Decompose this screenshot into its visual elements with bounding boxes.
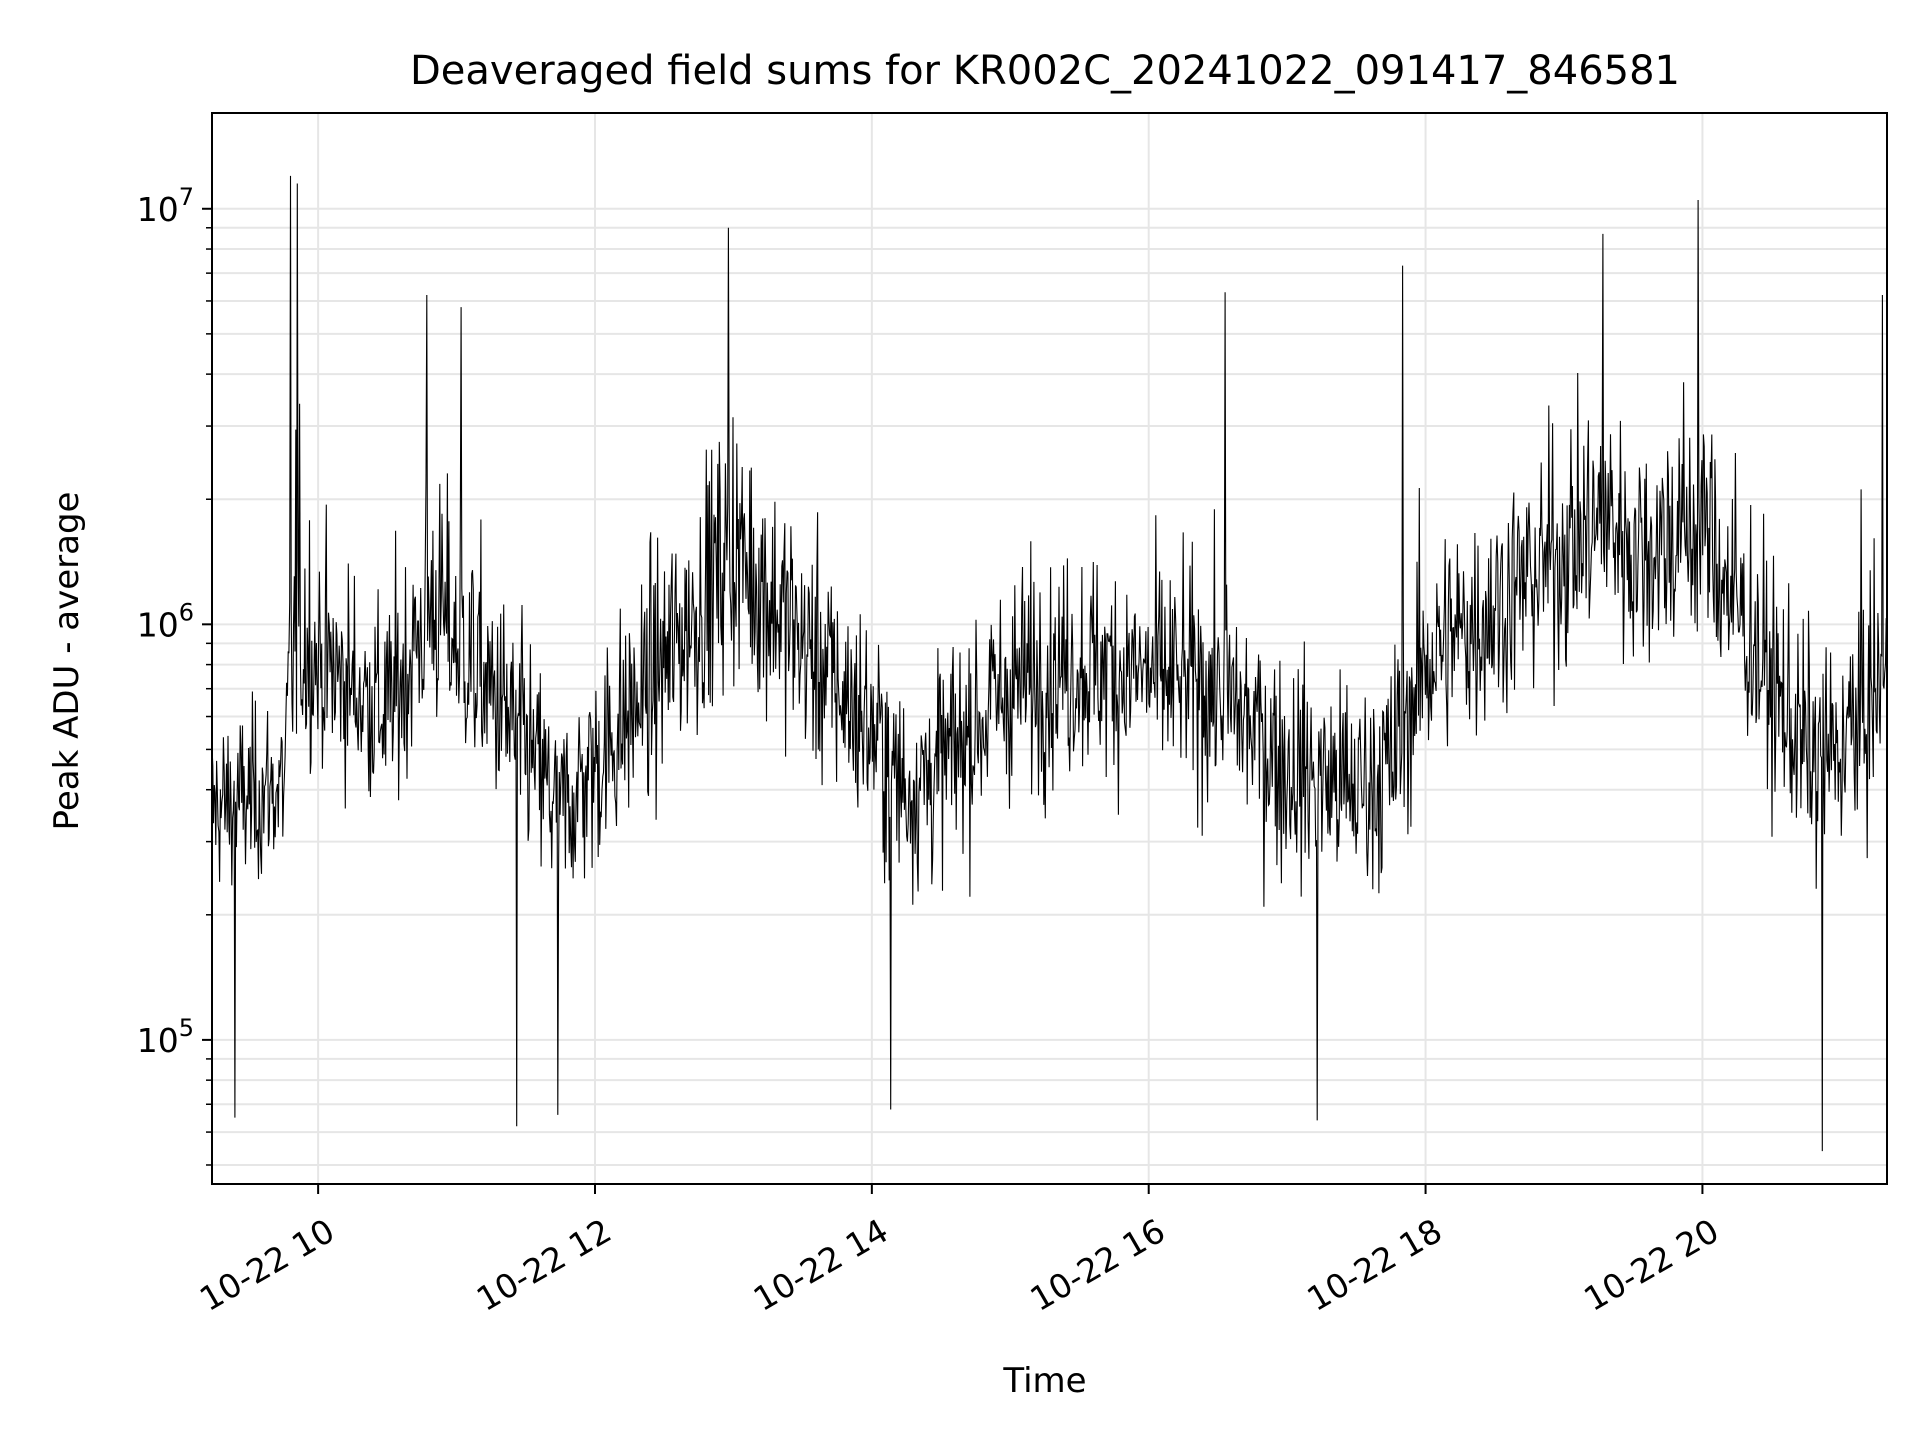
series-layer (211, 175, 1888, 1152)
series-line (211, 175, 1888, 1152)
chart-title: Deaveraged field sums for KR002C_2024102… (410, 48, 1680, 94)
plot-frame (211, 112, 1888, 1185)
y-tick-label: 105 (137, 1014, 194, 1060)
y-tick-label: 107 (137, 183, 194, 229)
x-axis-label: Time (1002, 1361, 1086, 1401)
y-axis-label: Peak ADU - average (47, 492, 87, 831)
y-tick-label: 106 (137, 598, 194, 644)
